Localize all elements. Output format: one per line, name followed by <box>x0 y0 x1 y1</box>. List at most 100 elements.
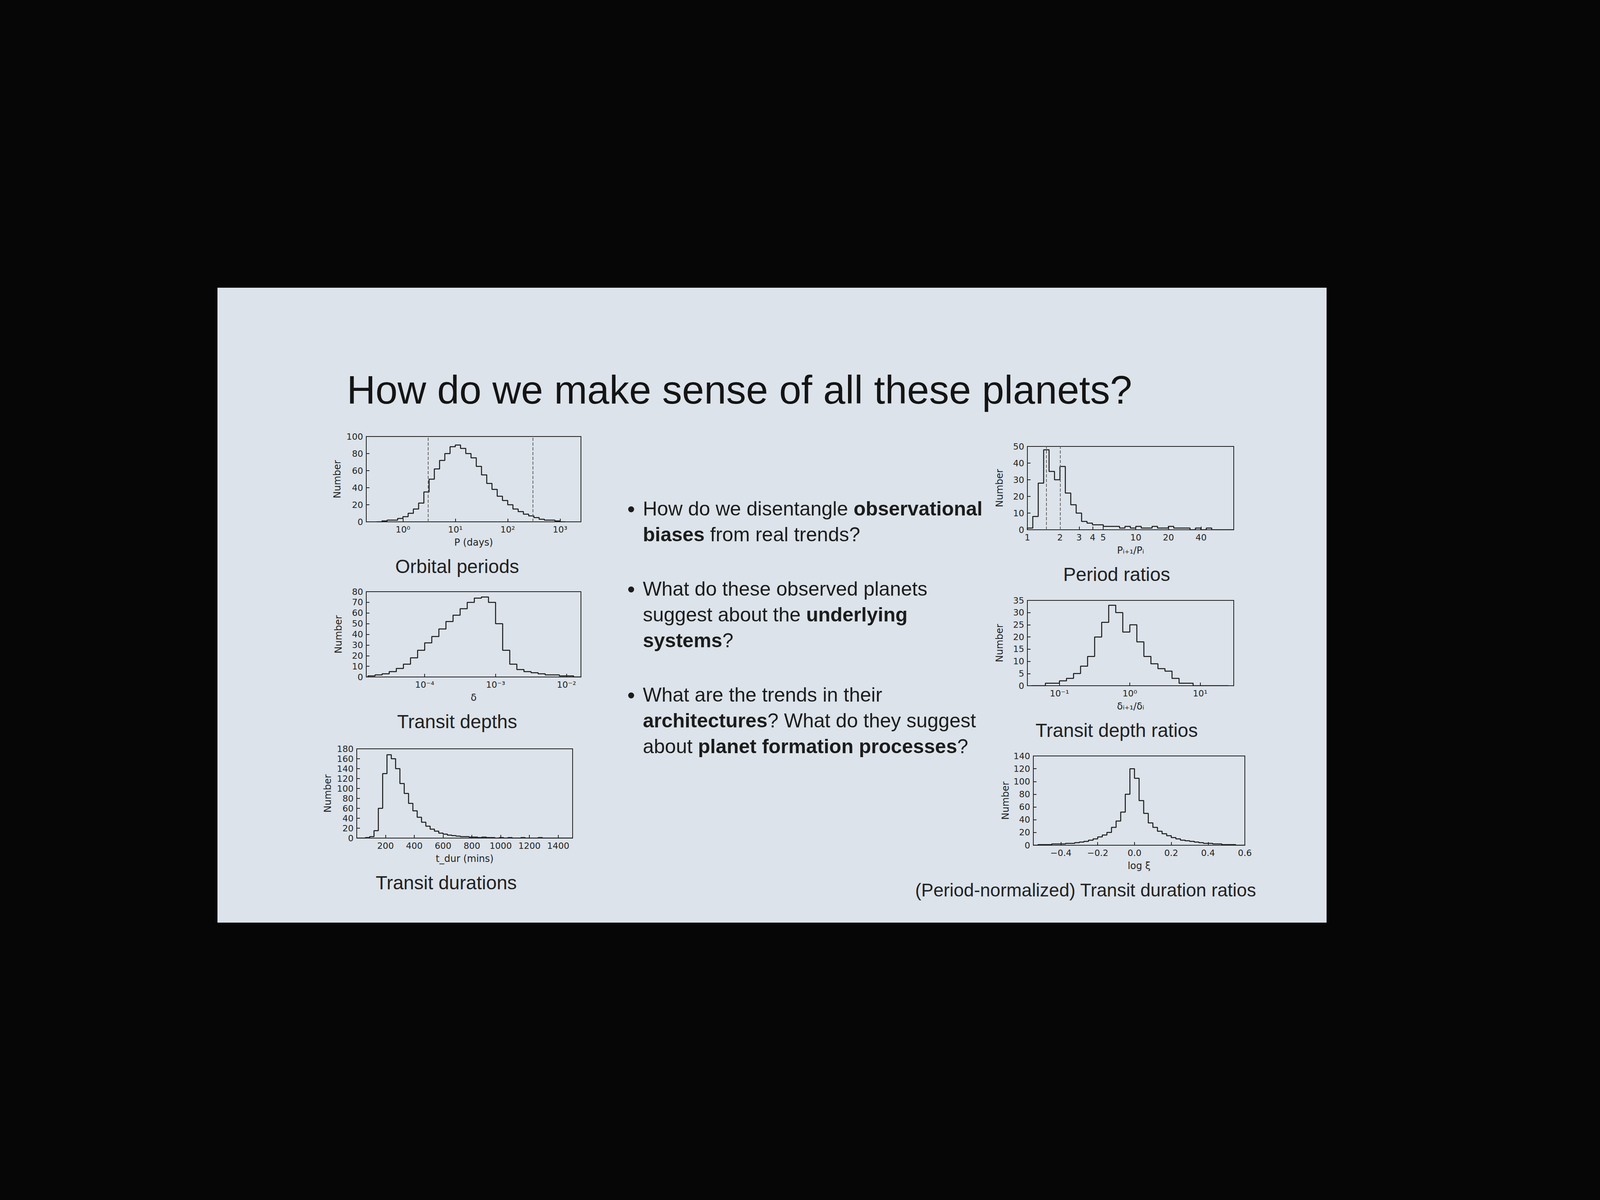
svg-text:log ξ: log ξ <box>1127 860 1151 872</box>
html-text:What do these observed planets: What do these observed planets suggest a… <box>642 577 928 652</box>
svg-text:30: 30 <box>1013 475 1025 485</box>
svg-text:80: 80 <box>351 586 364 597</box>
svg-text:100: 100 <box>346 431 364 442</box>
svg-text:0.4: 0.4 <box>1201 848 1216 858</box>
svg-text:10²: 10² <box>500 524 516 535</box>
svg-text:−0.2: −0.2 <box>1087 848 1109 858</box>
svg-text:35: 35 <box>1013 595 1025 606</box>
svg-text:60: 60 <box>351 465 364 476</box>
svg-text:P (days): P (days) <box>454 536 493 549</box>
svg-text:10: 10 <box>1130 532 1142 543</box>
svg-text:40: 40 <box>1195 532 1207 543</box>
svg-text:10⁰: 10⁰ <box>1122 688 1138 699</box>
svg-text:10⁻³: 10⁻³ <box>486 679 506 690</box>
svg-text:0: 0 <box>348 833 354 844</box>
svg-text:40: 40 <box>1019 814 1031 825</box>
svg-text:−0.4: −0.4 <box>1050 848 1072 858</box>
svg-text:10⁻⁴: 10⁻⁴ <box>415 679 435 690</box>
svg-text:0: 0 <box>1018 680 1025 691</box>
svg-text:Number: Number <box>994 623 1006 663</box>
svg-text:10: 10 <box>1013 656 1025 667</box>
svg-text:80: 80 <box>1019 789 1031 800</box>
svg-text:4: 4 <box>1090 532 1096 543</box>
svg-text:25: 25 <box>1013 619 1025 630</box>
svg-text:Number: Number <box>332 615 345 654</box>
svg-text:1: 1 <box>1024 532 1031 543</box>
svg-text:10⁻²: 10⁻² <box>556 679 576 690</box>
svg-text:Number: Number <box>322 774 334 813</box>
svg-text:50: 50 <box>1013 441 1025 452</box>
svg-text:0: 0 <box>1018 525 1025 535</box>
svg-text:0: 0 <box>357 672 364 683</box>
svg-text:80: 80 <box>342 793 354 804</box>
html-text:architectures? What do they su: architectures? What do they suggest abou… <box>642 709 976 758</box>
svg-text:10⁻¹: 10⁻¹ <box>1050 688 1070 699</box>
svg-text:10¹: 10¹ <box>1192 688 1208 699</box>
svg-text:40: 40 <box>351 629 364 640</box>
svg-text:200: 200 <box>377 840 395 851</box>
svg-text:20: 20 <box>1013 491 1025 502</box>
svg-text:100: 100 <box>1013 776 1031 787</box>
svg-text:140: 140 <box>1013 751 1031 762</box>
svg-text:1200: 1200 <box>518 840 541 851</box>
svg-text:Number: Number <box>994 469 1006 508</box>
svg-text:20: 20 <box>1019 827 1031 838</box>
svg-text:10³: 10³ <box>552 524 568 535</box>
svg-text:15: 15 <box>1013 644 1025 654</box>
svg-text:60: 60 <box>351 607 364 618</box>
svg-text:0: 0 <box>1024 840 1031 851</box>
svg-text:3: 3 <box>1076 532 1082 543</box>
svg-text:10⁰: 10⁰ <box>395 524 411 535</box>
svg-text:10: 10 <box>351 661 364 672</box>
svg-text:0.6: 0.6 <box>1238 848 1252 858</box>
svg-text:10: 10 <box>1013 508 1025 519</box>
svg-text:δᵢ₊₁/δᵢ: δᵢ₊₁/δᵢ <box>1117 700 1145 712</box>
svg-text:400: 400 <box>405 840 423 851</box>
svg-text:20: 20 <box>1013 632 1025 643</box>
svg-text:30: 30 <box>351 640 364 650</box>
svg-text:800: 800 <box>463 840 481 851</box>
svg-text:80: 80 <box>351 448 364 459</box>
svg-text:40: 40 <box>1013 458 1025 469</box>
svg-text:50: 50 <box>351 618 364 629</box>
svg-text:600: 600 <box>434 840 452 851</box>
svg-text:140: 140 <box>336 763 354 774</box>
svg-text:20: 20 <box>351 650 364 661</box>
svg-text:20: 20 <box>342 823 354 834</box>
html-text:How do we disentangle observat: How do we disentangle observational bias… <box>642 497 983 546</box>
svg-text:Orbital periods: Orbital periods <box>395 555 520 577</box>
svg-text:180: 180 <box>336 744 354 754</box>
svg-text:0: 0 <box>357 517 364 527</box>
svg-text:10¹: 10¹ <box>448 524 463 535</box>
svg-text:Period ratios: Period ratios <box>1063 563 1170 585</box>
svg-text:100: 100 <box>336 783 354 794</box>
svg-text:δ: δ <box>470 692 477 704</box>
svg-text:Transit depths: Transit depths <box>397 711 518 733</box>
svg-text:Number: Number <box>331 459 343 499</box>
svg-text:40: 40 <box>342 813 354 824</box>
svg-text:Transit durations: Transit durations <box>375 872 518 894</box>
svg-text:t_dur (mins): t_dur (mins) <box>435 853 494 865</box>
svg-text:40: 40 <box>351 482 364 493</box>
svg-text:Transit depth ratios: Transit depth ratios <box>1035 719 1198 741</box>
svg-text:2: 2 <box>1057 532 1063 543</box>
svg-text:120: 120 <box>336 773 354 784</box>
svg-text:5: 5 <box>1018 668 1025 679</box>
svg-text:60: 60 <box>1019 801 1031 812</box>
svg-text:1400: 1400 <box>547 840 570 851</box>
svg-text:1000: 1000 <box>489 840 512 851</box>
svg-text:60: 60 <box>342 803 354 814</box>
svg-text:5: 5 <box>1100 532 1106 543</box>
svg-text:20: 20 <box>1162 532 1174 543</box>
svg-text:Number: Number <box>1000 781 1012 820</box>
svg-text:70: 70 <box>351 597 364 608</box>
svg-text:20: 20 <box>351 500 364 510</box>
svg-text:Pᵢ₊₁/Pᵢ: Pᵢ₊₁/Pᵢ <box>1117 544 1145 556</box>
svg-text:(Period-normalized) Transit du: (Period-normalized) Transit duration rat… <box>915 879 1256 901</box>
svg-text:160: 160 <box>336 753 354 764</box>
svg-text:30: 30 <box>1013 607 1025 618</box>
html-text:How do we make sense of all th: How do we make sense of all these planet… <box>346 367 1133 412</box>
svg-text:0.2: 0.2 <box>1164 848 1179 858</box>
svg-text:120: 120 <box>1013 763 1031 774</box>
svg-text:0.0: 0.0 <box>1127 848 1142 858</box>
